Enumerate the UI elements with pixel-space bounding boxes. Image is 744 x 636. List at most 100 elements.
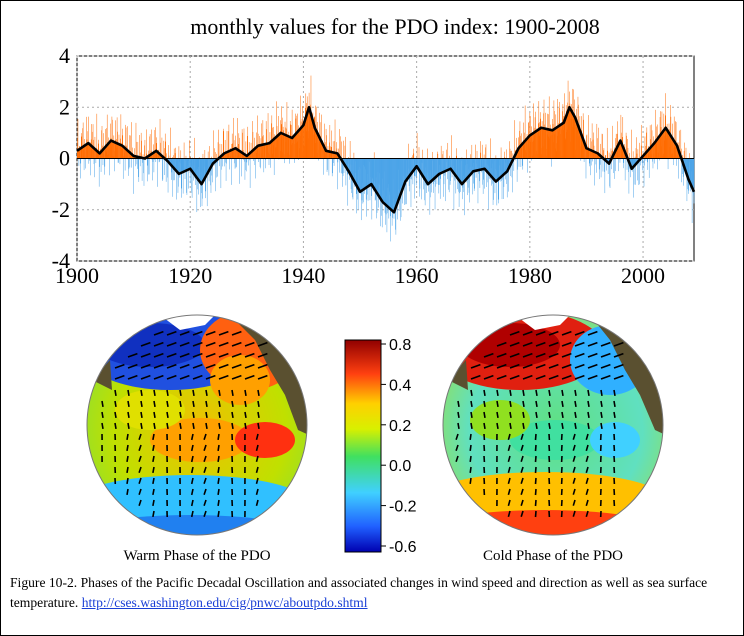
wind-arrow [587,352,598,358]
monthly-bar [252,131,254,159]
monthly-bar [522,122,524,159]
monthly-bar [149,136,150,159]
wind-arrow [496,389,499,397]
monthly-bar [343,140,344,159]
colorbar-tick-label: 0.0 [389,458,411,475]
monthly-bar [191,158,192,193]
wind-arrow [507,499,511,507]
monthly-bar [291,109,293,159]
monthly-bar [77,119,79,159]
monthly-bar [471,144,473,159]
monthly-bar [613,158,614,174]
wind-arrow [509,400,512,408]
wind-arrow [166,411,169,419]
monthly-bar [159,118,161,159]
monthly-bar [633,158,635,185]
wind-arrow [127,422,130,430]
wind-arrow [153,422,156,430]
wind-arrow [127,411,130,419]
monthly-bar [132,147,133,159]
wind-arrow [572,510,576,517]
wind-arrow [548,374,559,380]
monthly-bar [637,149,639,159]
monthly-bar [682,154,683,159]
wind-arrow [534,488,537,496]
monthly-bar [167,158,168,178]
monthly-bar [609,158,611,188]
monthly-bar [214,152,216,159]
monthly-bar [137,158,138,169]
monthly-bar [241,158,242,177]
wind-arrow [507,455,511,463]
monthly-bar [244,158,246,180]
monthly-bar [524,105,526,159]
wind-arrow [127,363,138,369]
monthly-bar [667,158,669,170]
monthly-bar [606,127,608,159]
monthly-bar [139,135,140,159]
monthly-bar [128,158,130,169]
monthly-bar [112,119,113,159]
wind-arrow [535,411,538,419]
wind-arrow [600,352,611,358]
wind-arrow [138,455,142,462]
monthly-bar [580,158,582,161]
monthly-bar [257,115,258,159]
monthly-bar [451,135,452,159]
wind-arrow [153,411,156,419]
wind-arrow [218,422,221,430]
monthly-bar [228,131,229,159]
monthly-bar [506,158,508,198]
monthly-bar [186,158,187,193]
y-tick-label: 2 [59,94,70,119]
wind-arrow [507,488,511,496]
wind-arrow [138,499,142,506]
monthly-bar [188,158,189,189]
monthly-bar [198,157,200,159]
monthly-bar [162,158,164,180]
monthly-bar [517,158,518,170]
monthly-bar [509,148,511,159]
monthly-bar [140,132,142,159]
source-link[interactable]: http://cses.washington.edu/cig/pnwc/abou… [81,595,368,610]
monthly-bar [260,158,261,169]
monthly-bar [104,158,105,175]
monthly-bar [593,132,594,159]
monthly-bar [82,122,84,159]
monthly-bar [224,139,226,159]
monthly-bar [264,158,266,160]
wind-arrow [244,400,247,408]
monthly-bar [598,127,599,159]
monthly-bar [456,155,457,159]
monthly-bar [342,158,343,187]
wind-arrow [507,433,511,441]
monthly-bar [643,158,645,187]
wind-arrow [192,400,195,408]
monthly-bar [183,142,185,159]
wind-arrow [218,389,221,397]
monthly-bar [236,158,237,167]
monthly-bar [445,158,446,202]
wind-arrow [203,488,207,495]
monthly-bar [448,158,450,193]
monthly-bar [323,158,324,175]
monthly-bar [217,142,219,159]
monthly-bar [148,158,149,175]
monthly-bar [130,135,132,159]
wind-arrow [600,363,611,369]
wind-arrow [244,374,255,380]
monthly-bar [237,118,238,159]
monthly-bar [337,158,338,190]
monthly-bar [222,131,224,159]
monthly-bar [348,157,349,159]
monthly-bar [513,158,515,171]
cold-phase-globe [443,315,663,535]
monthly-bar [686,158,688,202]
wind-arrow [522,341,533,347]
monthly-bar [485,144,487,159]
wind-arrow [218,330,229,336]
wind-arrow [255,433,259,441]
wind-arrow [507,466,511,474]
wind-arrow [496,341,507,347]
